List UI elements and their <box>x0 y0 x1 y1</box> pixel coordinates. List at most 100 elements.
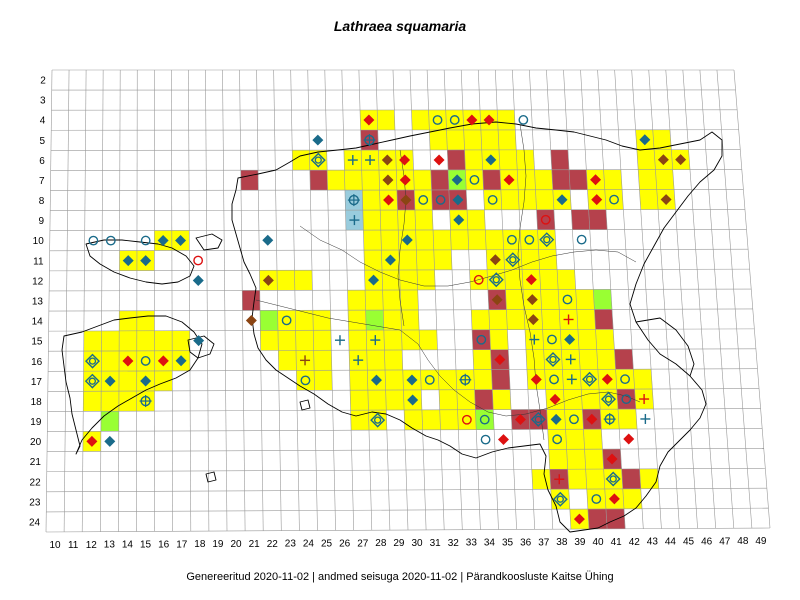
grid-cell-dark-red <box>594 309 614 330</box>
grid-cell-yellow <box>385 370 404 391</box>
marker-diamond-red <box>494 354 506 366</box>
grid-cell-yellow <box>599 389 618 410</box>
grid-cell-dark-red <box>472 329 491 350</box>
grid-cell-yellow <box>655 169 675 190</box>
grid-cell-yellow <box>517 169 536 190</box>
column-label: 32 <box>448 538 460 549</box>
grid-cell-yellow <box>295 310 314 331</box>
grid-cell-yellow <box>639 468 659 489</box>
grid-cell-yellow <box>585 469 605 490</box>
grid-cell-dark-red <box>571 209 590 230</box>
marker-diamond-blue <box>175 234 187 246</box>
column-label: 14 <box>122 540 134 551</box>
grid-line-horizontal <box>48 348 756 352</box>
column-label: 15 <box>140 539 152 550</box>
marker-circle-blue <box>105 235 116 246</box>
column-label: 24 <box>303 539 315 550</box>
grid-cell-yellow <box>413 169 432 190</box>
column-label: 49 <box>755 536 767 547</box>
grid-cell-dark-red <box>309 170 328 191</box>
axis-labels-layer: 2345678910111213141516171819202122232410… <box>29 76 767 551</box>
grid-cell-yellow <box>363 250 383 271</box>
grid-cell-yellow <box>433 249 453 270</box>
grid-cell-yellow <box>506 309 525 330</box>
grid-cell-yellow <box>557 269 576 290</box>
column-label: 44 <box>665 537 677 548</box>
marker-diamond-brown <box>526 294 538 306</box>
grid-cell-yellow <box>535 189 554 210</box>
marker-diamond-red <box>590 174 602 186</box>
grid-cell-yellow <box>260 330 279 351</box>
grid-cell-yellow <box>618 409 638 430</box>
grid-cell-yellow <box>580 369 600 390</box>
grid-line-horizontal <box>50 149 741 151</box>
marker-diamond-ring-blue <box>310 152 326 168</box>
grid-cell-yellow <box>471 309 490 330</box>
grid-cell-yellow <box>380 210 399 231</box>
marker-diamond-blue <box>406 374 418 386</box>
grid-cell-yellow <box>540 289 560 310</box>
column-label: 19 <box>212 539 224 550</box>
row-label: 9 <box>38 216 44 227</box>
marker-diamond-blue <box>262 234 274 246</box>
marker-diamond-red <box>383 194 395 206</box>
marker-circle-blue <box>476 334 487 345</box>
grid-cell-yellow <box>312 310 331 331</box>
grid-line-horizontal <box>50 169 742 171</box>
grid-line-horizontal <box>49 248 749 252</box>
grid-cell-yellow <box>500 189 520 210</box>
grid-cell-yellow <box>485 229 504 250</box>
marker-circle-blue <box>140 356 151 366</box>
grid-line-vertical <box>563 69 590 530</box>
grid-cell-yellow <box>565 429 585 450</box>
column-label: 17 <box>176 539 188 550</box>
row-label: 23 <box>29 497 41 508</box>
column-label: 39 <box>574 537 586 548</box>
marker-diamond-ring-blue <box>605 471 621 487</box>
column-label: 26 <box>339 538 351 549</box>
grid-line-horizontal <box>47 428 763 432</box>
grid-line-horizontal <box>46 467 766 473</box>
marker-diamond-red <box>86 435 98 447</box>
marker-diamond-red <box>157 355 169 367</box>
row-label: 21 <box>30 457 42 468</box>
grid-cell-yellow <box>417 269 436 290</box>
grid-cell-dark-red <box>240 170 259 191</box>
vormsi-coastline <box>195 233 223 251</box>
grid-line-vertical <box>392 69 409 531</box>
marker-diamond-red <box>586 413 598 425</box>
column-label: 30 <box>411 538 423 549</box>
row-label: 3 <box>40 96 46 107</box>
grid-cell-yellow <box>548 449 568 470</box>
marker-circle-blue <box>524 234 535 245</box>
marker-diamond-red <box>530 374 542 385</box>
grid-cell-yellow <box>450 229 469 250</box>
grid-cell-yellow <box>416 249 435 270</box>
grid-cell-yellow <box>583 429 603 450</box>
grid-cell-yellow <box>350 390 369 411</box>
column-label: 46 <box>701 536 713 547</box>
marker-circle-blue <box>518 115 529 125</box>
grid-cell-yellow <box>365 290 384 311</box>
marker-diamond-red <box>483 114 495 126</box>
grid-cell-light-green <box>475 409 495 430</box>
marker-plus-blue <box>370 335 381 346</box>
row-label: 14 <box>32 317 44 328</box>
grid-cell-yellow <box>652 129 672 150</box>
grid-cell-dark-red <box>587 508 608 529</box>
grid-cell-yellow <box>502 229 522 250</box>
grid-cell-yellow <box>577 329 597 350</box>
column-label: 47 <box>719 536 731 547</box>
grid-cell-yellow <box>428 109 447 130</box>
marker-diamond-blue <box>384 254 396 266</box>
grid-cell-yellow <box>344 170 363 191</box>
grid-cell-yellow <box>380 230 399 251</box>
grid-cell-yellow <box>472 349 492 370</box>
grid-cell-yellow <box>465 169 484 190</box>
row-label: 17 <box>31 377 43 388</box>
grid-line-horizontal <box>50 189 744 191</box>
row-label: 16 <box>31 357 43 368</box>
column-label: 42 <box>629 537 641 548</box>
ruhnu-coastline <box>205 471 217 483</box>
marker-diamond-blue <box>401 234 413 246</box>
